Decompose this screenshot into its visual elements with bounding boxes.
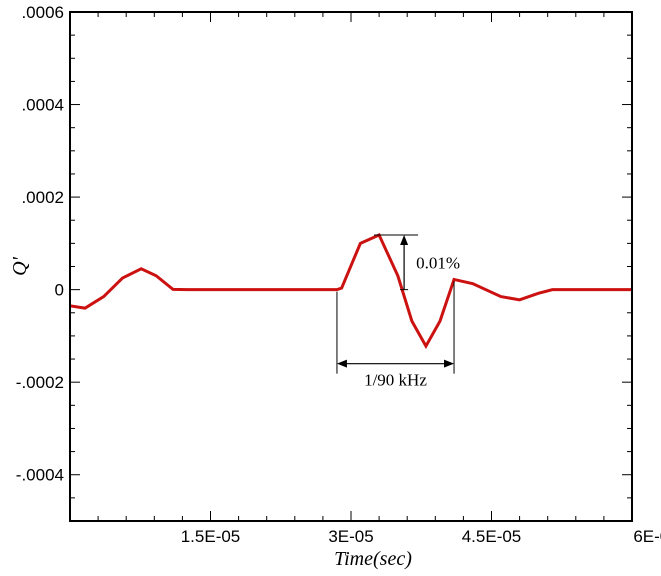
y-tick-label: -.0004: [16, 466, 64, 485]
period-annotation: 1/90 kHz: [364, 371, 427, 390]
y-axis-title: Q': [9, 256, 31, 275]
x-tick-label: 1.5E-05: [181, 527, 241, 546]
period-arrow-left-head: [336, 359, 347, 368]
amplitude-annotation: 0.01%: [416, 253, 460, 272]
x-axis-ticks: [97, 12, 633, 521]
plot-frame: [69, 11, 633, 522]
y-tick-label: 0: [55, 281, 64, 300]
amplitude-arrow-head: [400, 235, 409, 246]
y-tick-label: .0002: [21, 188, 64, 207]
x-axis-title: Time(sec): [334, 548, 412, 570]
annotation-layer: 0.01% 1/90 kHz: [336, 234, 460, 390]
data-series-line: [69, 233, 632, 350]
y-tick-label: .0006: [21, 3, 64, 22]
y-tick-label: .0004: [21, 96, 64, 115]
x-tick-label: 4.5E-05: [462, 527, 522, 546]
y-axis-tick-labels: .0006 .0004 .0002 0 -.0002 -.0004: [16, 3, 64, 485]
x-tick-label: 3E-05: [328, 527, 373, 546]
period-arrow-right-head: [444, 359, 455, 368]
x-tick-label: 6E-05: [633, 527, 661, 546]
series-layer: [69, 233, 632, 350]
x-axis-tick-labels: 1.5E-05 3E-05 4.5E-05 6E-05: [181, 527, 661, 546]
y-tick-label: -.0002: [16, 373, 64, 392]
